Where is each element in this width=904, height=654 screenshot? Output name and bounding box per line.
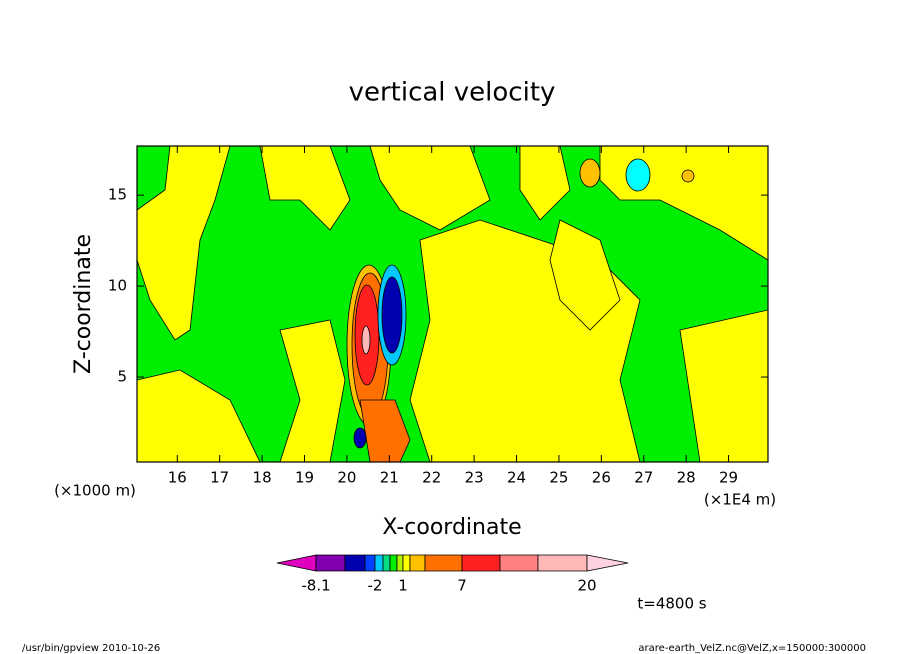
colorbar-label: 20 [577,577,596,595]
y-axis-title: Z-coordinate [71,234,96,374]
y-tick-label: 5 [117,368,127,386]
x-tick-label: 19 [295,469,314,487]
x-tick-label: 22 [422,469,441,487]
x-tick-label: 27 [634,469,653,487]
x-tick-label: 21 [380,469,399,487]
x-tick-label: 26 [592,469,611,487]
x-tick-label: 29 [719,469,738,487]
colorbar-label: 1 [398,577,408,595]
footer-right: arare-earth_VelZ.nc@VelZ,x=150000:300000 [638,643,866,654]
footer-left: /usr/bin/gpview 2010-10-26 [22,643,160,654]
x-unit: (×1E4 m) [704,491,776,509]
colorbar-segment [402,554,411,572]
x-tick-label: 18 [253,469,272,487]
y-unit: (×1000 m) [54,482,136,500]
colorbar-segment [374,554,384,572]
colorbar-segment [461,554,501,572]
colorbar-segment [364,554,376,572]
x-tick-label: 23 [465,469,484,487]
colorbar-label: 7 [457,577,467,595]
colorbar-label: -8.1 [301,577,330,595]
x-tick-label: 24 [507,469,526,487]
colorbar-segment [396,554,404,572]
colorbar-segment [276,554,317,572]
annotation: t=4800 s [637,595,706,613]
x-tick-label: 16 [168,469,187,487]
colorbar-segment [499,554,539,572]
y-tick-label: 15 [108,186,127,204]
colorbar-segment [409,554,426,572]
colorbar-segment [586,554,629,572]
colorbar-label: -2 [368,577,383,595]
y-tick-label: 10 [108,277,127,295]
x-axis-title: X-coordinate [382,515,521,540]
colorbar-segment [389,554,398,572]
x-tick-label: 20 [337,469,356,487]
colorbar-segment [344,554,366,572]
colorbar-segment [537,554,588,572]
colorbar-segment [315,554,346,572]
chart-title: vertical velocity [349,78,556,108]
colorbar-segment [382,554,391,572]
x-tick-label: 17 [210,469,229,487]
x-tick-label: 28 [677,469,696,487]
contour-field [137,146,768,462]
plot-frame [136,145,769,463]
x-tick-label: 25 [549,469,568,487]
colorbar-segment [424,554,463,572]
